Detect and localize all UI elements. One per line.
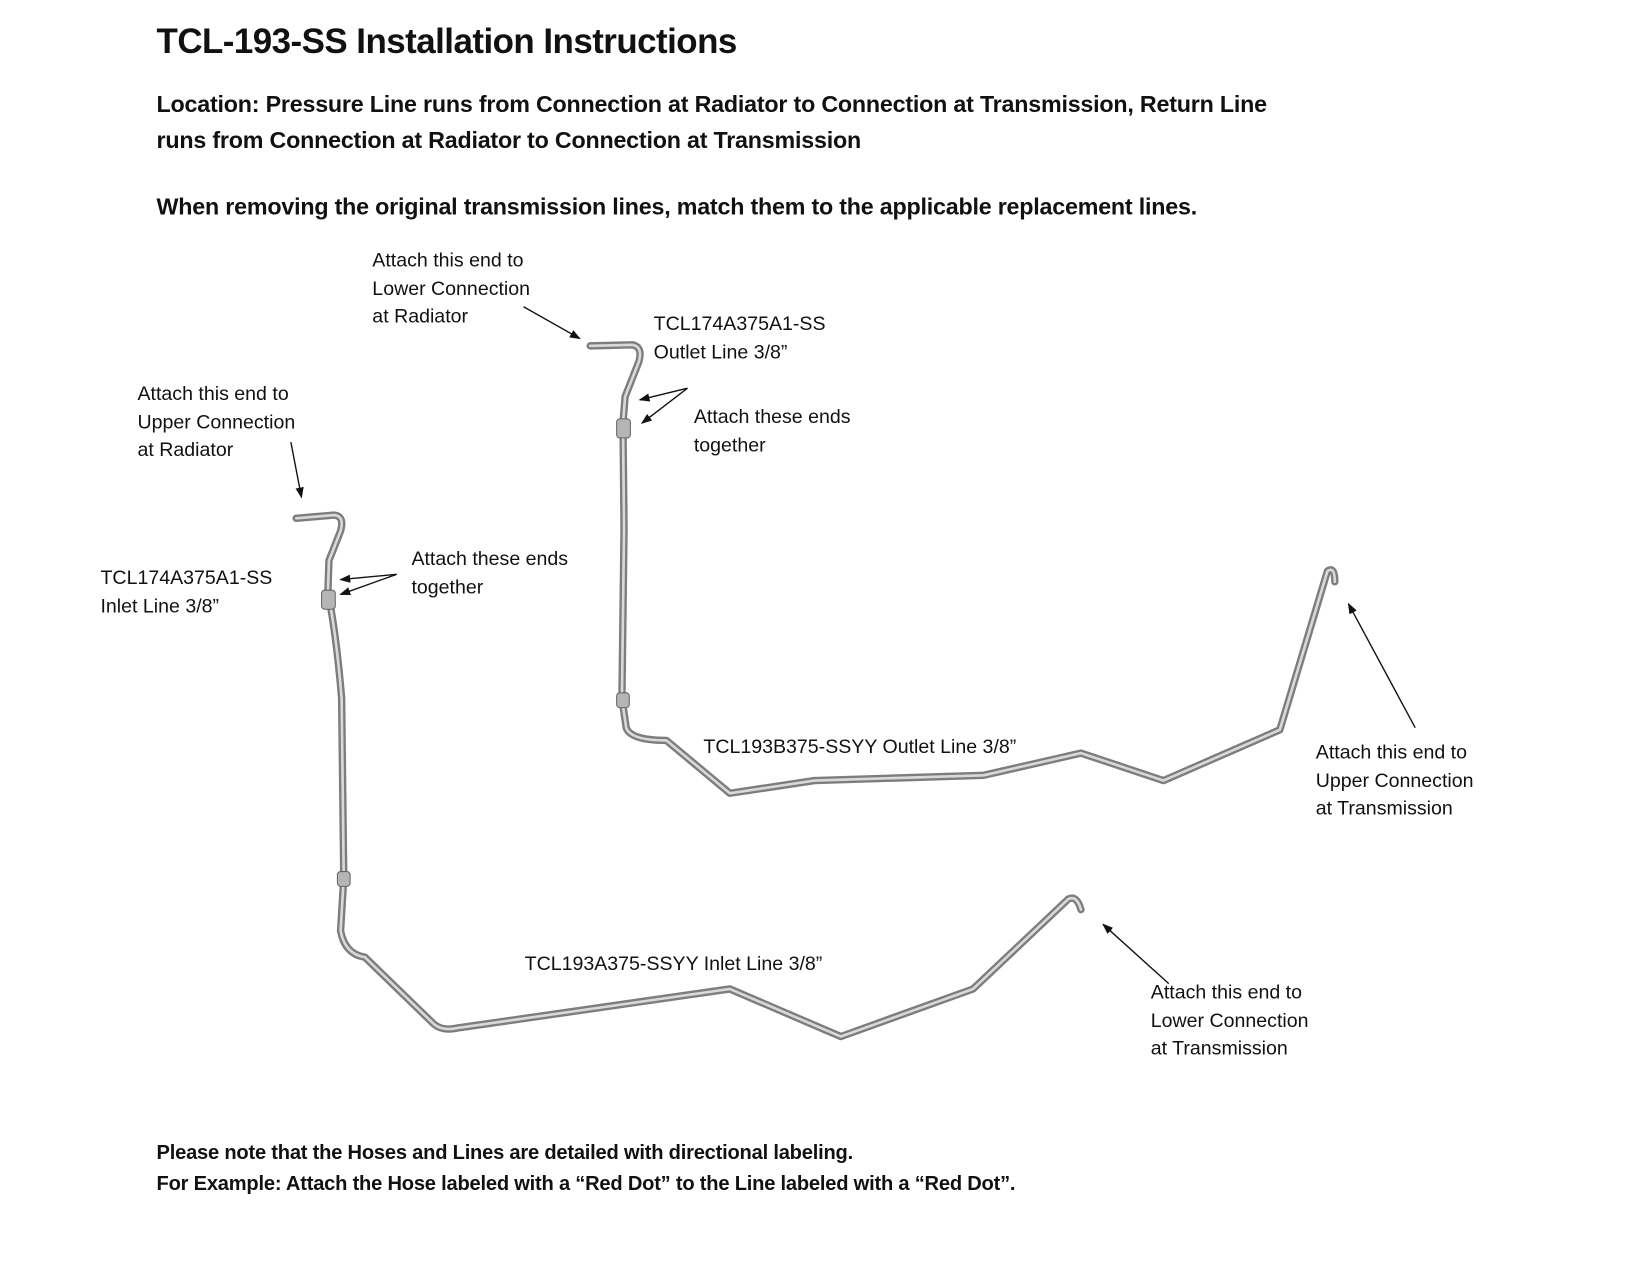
label-line: Upper Connection xyxy=(137,409,296,433)
label-outlet-hose: TCL174A375A1-SS Outlet Line 3/8” xyxy=(654,310,826,366)
inlet-fittings xyxy=(321,589,351,887)
pointer-arrows xyxy=(290,306,1416,985)
label-line: Upper Connection xyxy=(1315,768,1474,791)
location-line-1: Location: Pressure Line runs from Connec… xyxy=(156,90,1268,118)
label-line: Attach these ends xyxy=(693,405,851,428)
label-line: TCL174A375A1-SS xyxy=(653,312,826,335)
matching-instruction: When removing the original transmission … xyxy=(156,193,1198,221)
label-line: TCL174A375A1-SS xyxy=(100,565,273,589)
label-upper-transmission: Attach this end to Upper Connection at T… xyxy=(1316,738,1474,822)
label-outlet-join: Attach these ends together xyxy=(694,403,851,459)
location-text: Location: Pressure Line runs from Connec… xyxy=(156,87,1268,159)
label-line: Attach this end to xyxy=(1150,980,1302,1003)
arrow-outlet-join-b xyxy=(640,387,688,424)
outlet-fittings xyxy=(616,418,631,709)
page-title: TCL-193-SS Installation Instructions xyxy=(156,21,738,61)
label-line: Attach this end to xyxy=(372,248,524,271)
arrow-lower-transmission xyxy=(1102,923,1170,985)
label-inlet-join: Attach these ends together xyxy=(411,545,568,601)
arrow-upper-radiator xyxy=(290,441,304,499)
location-line-2: runs from Connection at Radiator to Conn… xyxy=(156,126,862,154)
outlet-line-pipe xyxy=(586,341,1339,797)
arrow-inlet-join-a xyxy=(339,573,397,583)
label-line: Attach this end to xyxy=(1315,740,1467,763)
note-red-dot-example: For Example: Attach the Hose labeled wit… xyxy=(156,1172,1016,1196)
label-line: Attach this end to xyxy=(137,381,289,405)
label-line: at Transmission xyxy=(1315,796,1453,819)
label-line: Outlet Line 3/8” xyxy=(653,340,788,363)
label-line: Attach these ends xyxy=(411,546,569,570)
label-upper-radiator: Attach this end to Upper Connection at R… xyxy=(138,380,296,464)
label-line: at Radiator xyxy=(137,437,234,461)
arrow-lower-radiator xyxy=(523,306,581,340)
arrow-outlet-join-a xyxy=(638,387,688,402)
label-line: at Transmission xyxy=(1150,1036,1288,1059)
label-line: Lower Connection xyxy=(1150,1008,1309,1031)
label-line: at Radiator xyxy=(372,304,469,327)
inlet-line-pipe xyxy=(292,511,1085,1041)
label-line: Lower Connection xyxy=(372,276,531,299)
arrow-inlet-join-b xyxy=(339,573,397,596)
label-inlet-line: TCL193A375-SSYY Inlet Line 3/8” xyxy=(524,951,823,975)
label-line: Inlet Line 3/8” xyxy=(100,593,220,617)
label-line: together xyxy=(411,574,484,598)
note-directional-labeling: Please note that the Hoses and Lines are… xyxy=(156,1142,854,1165)
arrow-upper-transmission xyxy=(1347,602,1416,729)
label-lower-radiator: Attach this end to Lower Connection at R… xyxy=(372,246,530,330)
label-outlet-line: TCL193B375-SSYY Outlet Line 3/8” xyxy=(703,735,1017,758)
label-lower-transmission: Attach this end to Lower Connection at T… xyxy=(1151,978,1309,1062)
label-line: together xyxy=(693,433,766,456)
label-inlet-hose: TCL174A375A1-SS Inlet Line 3/8” xyxy=(100,564,272,620)
